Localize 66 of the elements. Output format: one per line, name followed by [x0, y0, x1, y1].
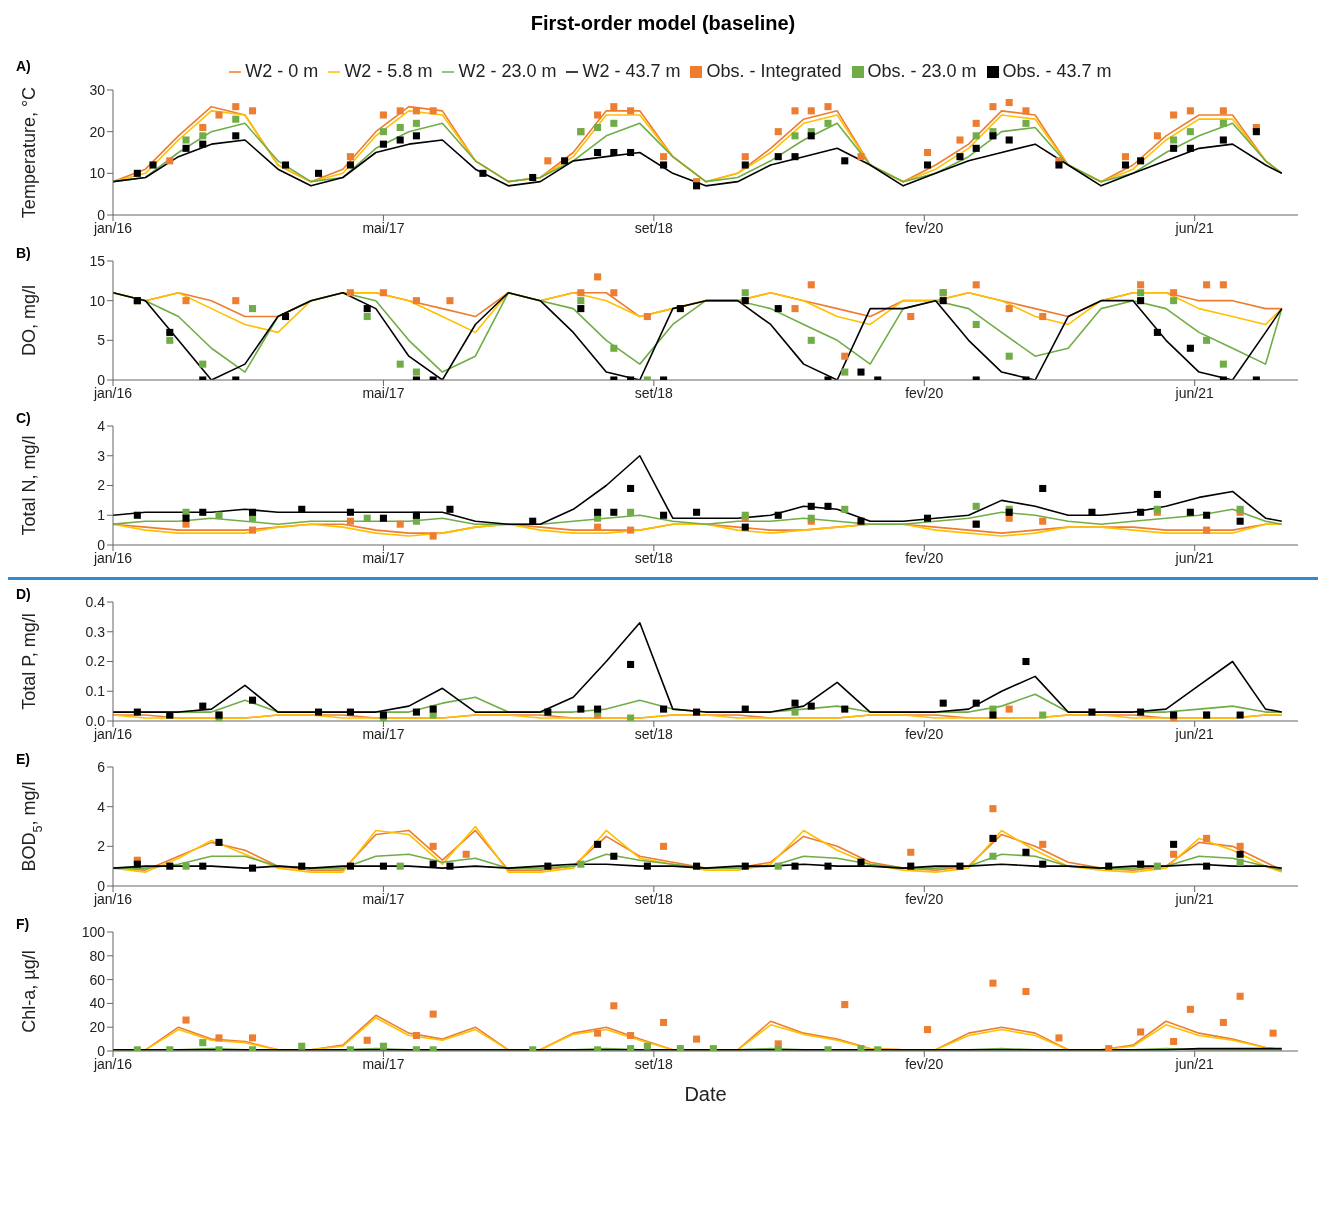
- y-axis-title: Temperature, °C: [19, 86, 39, 219]
- y-tick-label: 4: [97, 417, 106, 434]
- x-tick-label: mai/17: [362, 384, 405, 401]
- y-tick-label: 20: [89, 123, 106, 140]
- y-tick-label: 1: [97, 507, 106, 524]
- x-tick-label: jun/21: [1174, 890, 1214, 907]
- y-tick-label: 0.4: [85, 593, 106, 610]
- x-tick-label: mai/17: [362, 549, 405, 566]
- y-tick-label: 10: [89, 165, 106, 182]
- y-tick-label: 30: [89, 81, 106, 98]
- x-tick-label: fev/20: [905, 549, 944, 566]
- y-tick-label: 80: [89, 947, 106, 964]
- y-tick-label: 4: [97, 798, 106, 815]
- y-tick-label: 0.1: [85, 683, 106, 700]
- x-tick-label: jun/21: [1174, 1055, 1214, 1072]
- y-tick-label: 20: [89, 1019, 106, 1036]
- y-tick-label: 40: [89, 995, 106, 1012]
- y-tick-label: 2: [97, 477, 106, 494]
- x-tick-label: jun/21: [1174, 725, 1214, 742]
- x-tick-label: set/18: [634, 219, 674, 236]
- x-tick-label: set/18: [634, 549, 674, 566]
- x-tick-label: fev/20: [905, 219, 944, 236]
- y-tick-label: 15: [89, 252, 106, 269]
- y-tick-label: 100: [81, 923, 106, 940]
- legend-label: W2 - 5.8 m: [344, 61, 433, 81]
- y-tick-label: 2: [97, 838, 106, 855]
- text: D): [16, 586, 31, 602]
- x-axis-title: Date: [684, 1083, 727, 1105]
- x-tick-label: mai/17: [362, 890, 405, 907]
- y-tick-label: 0.3: [85, 623, 106, 640]
- x-tick-label: fev/20: [905, 890, 944, 907]
- y-tick-label: 0.2: [85, 653, 106, 670]
- y-tick-label: 6: [97, 758, 106, 775]
- y-tick-label: 60: [89, 971, 106, 988]
- text: F): [16, 916, 30, 932]
- y-tick-label: 5: [97, 332, 106, 349]
- text: A): [16, 58, 31, 74]
- chart-title: First-order model (baseline): [529, 11, 797, 36]
- legend-label: W2 - 0 m: [245, 61, 319, 81]
- x-tick-label: mai/17: [362, 219, 405, 236]
- y-axis-title: Total P, mg/l: [19, 613, 39, 710]
- text: B): [16, 245, 31, 261]
- x-tick-label: fev/20: [905, 725, 944, 742]
- x-tick-label: set/18: [634, 890, 674, 907]
- x-tick-label: mai/17: [362, 1055, 405, 1072]
- x-tick-label: jun/21: [1174, 549, 1214, 566]
- y-axis-title: Total N, mg/l: [19, 435, 39, 536]
- text: C): [16, 410, 31, 426]
- legend-label: W2 - 43.7 m: [582, 61, 681, 81]
- x-tick-label: set/18: [634, 1055, 674, 1072]
- y-tick-label: 3: [97, 447, 106, 464]
- legend-label: Obs. - 43.7 m: [1002, 61, 1112, 81]
- legend-label: Obs. - 23.0 m: [867, 61, 977, 81]
- y-axis-title: DO, mg/l: [19, 284, 39, 357]
- y-axis-title: Chl-a, µg/l: [19, 950, 39, 1033]
- x-tick-label: fev/20: [905, 1055, 944, 1072]
- x-tick-label: set/18: [634, 725, 674, 742]
- legend-label: Obs. - Integrated: [706, 61, 842, 81]
- x-tick-label: set/18: [634, 384, 674, 401]
- legend-label: W2 - 23.0 m: [458, 61, 557, 81]
- y-tick-label: 10: [89, 292, 106, 309]
- x-tick-label: jun/21: [1174, 219, 1214, 236]
- text: E): [16, 751, 30, 767]
- x-tick-label: fev/20: [905, 384, 944, 401]
- x-tick-label: mai/17: [362, 725, 405, 742]
- x-tick-label: jun/21: [1174, 384, 1214, 401]
